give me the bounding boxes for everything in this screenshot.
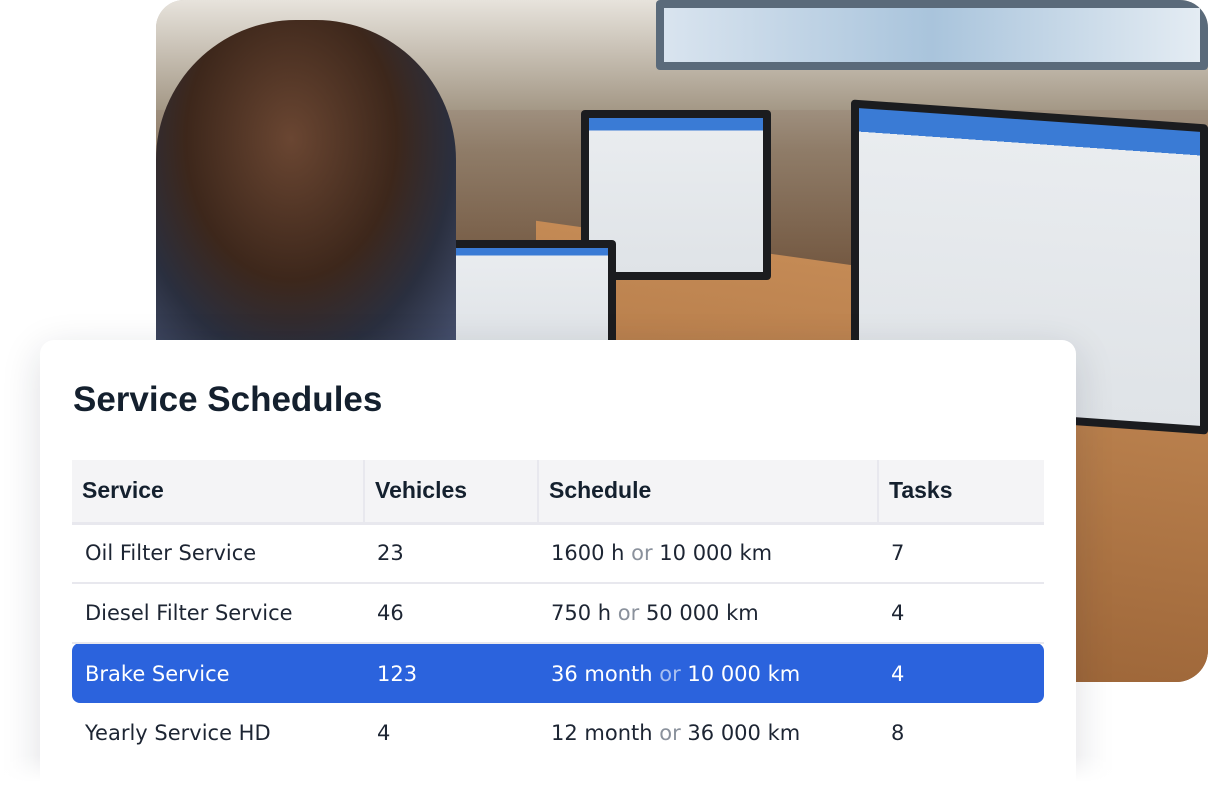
service-schedules-card: Service Schedules Service Vehicles Sched…: [40, 340, 1076, 800]
schedule-distance: 50 000 km: [645, 601, 759, 625]
schedule-or: or: [631, 541, 653, 566]
photo-operator: [156, 20, 456, 360]
cell-vehicles: 4: [377, 721, 391, 745]
schedule-time: 750 h: [551, 601, 612, 625]
schedule-or: or: [617, 601, 640, 625]
table-header: Service Vehicles Schedule Tasks: [72, 460, 1044, 525]
schedule-distance: 10 000 km: [659, 541, 773, 566]
cell-vehicles: 123: [364, 643, 538, 703]
cell-schedule: 1600 h or 10 000 km: [538, 523, 878, 584]
table-row[interactable]: Yearly Service HD 4 12 month or 36 000 k…: [72, 703, 1044, 763]
column-header-vehicles[interactable]: Vehicles: [364, 460, 539, 525]
cell-tasks: 7: [878, 523, 1044, 584]
cell-vehicles: 23: [364, 523, 538, 584]
schedule-time: 1600 h: [551, 541, 625, 566]
cell-service: Diesel Filter Service: [72, 583, 364, 644]
cell-vehicles: 46: [364, 583, 538, 644]
table-row[interactable]: Brake Service 123 36 month or 10 000 km …: [72, 643, 1044, 703]
schedule-time: 36 month: [551, 661, 653, 686]
cell-schedule: 750 h or 50 000 km: [538, 583, 878, 644]
table-row[interactable]: Diesel Filter Service 46 750 h or 50 000…: [72, 583, 1044, 644]
schedule-distance: 10 000 km: [687, 661, 801, 686]
cell-service: Brake Service: [72, 643, 364, 703]
service-table: Service Vehicles Schedule Tasks Oil Filt…: [72, 460, 1044, 763]
cell-tasks: 4: [878, 583, 1044, 644]
photo-wall-screens: [656, 0, 1208, 70]
schedule-or: or: [659, 661, 681, 686]
cell-tasks: 8: [891, 721, 905, 745]
photo-laptop: [446, 240, 616, 350]
bottom-fade: [0, 755, 1208, 800]
schedule-or: or: [659, 721, 681, 745]
card-title: Service Schedules: [73, 380, 383, 419]
cell-tasks: 4: [878, 643, 1044, 703]
cell-service: Yearly Service HD: [85, 721, 271, 745]
schedule-distance: 36 000 km: [687, 721, 801, 745]
cell-schedule: 36 month or 10 000 km: [538, 643, 878, 703]
cell-service: Oil Filter Service: [72, 523, 364, 584]
schedule-time: 12 month: [551, 721, 653, 745]
column-header-schedule[interactable]: Schedule: [538, 460, 879, 525]
column-header-service[interactable]: Service: [72, 460, 365, 525]
cell-schedule: 12 month or 36 000 km: [538, 703, 878, 763]
column-header-tasks[interactable]: Tasks: [878, 460, 1044, 525]
photo-monitor: [581, 110, 771, 280]
table-row[interactable]: Oil Filter Service 23 1600 h or 10 000 k…: [72, 523, 1044, 584]
